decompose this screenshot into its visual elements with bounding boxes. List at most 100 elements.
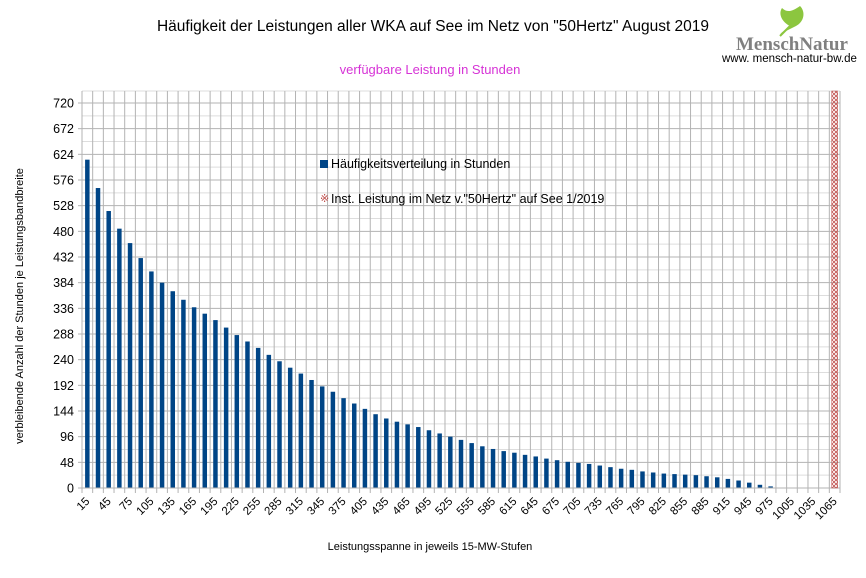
bar <box>640 471 645 488</box>
x-tick-label: 1065 <box>813 496 840 523</box>
bar <box>213 320 218 488</box>
y-tick-label: 384 <box>53 276 74 290</box>
bar <box>661 473 667 488</box>
bar <box>394 421 400 488</box>
legend-swatch-bar <box>320 160 328 168</box>
x-tick-label: 885 <box>690 496 712 518</box>
chart-subtitle: verfügbare Leistung in Stunden <box>339 62 521 77</box>
bar <box>117 228 122 488</box>
x-tick-label: 915 <box>711 496 733 518</box>
bars <box>85 159 773 489</box>
y-tick-label: 288 <box>53 328 74 342</box>
bar <box>384 418 389 488</box>
bar <box>736 480 741 488</box>
x-tick-label: 225 <box>220 496 242 518</box>
legend-swatch-crosshatch: ※ <box>320 192 330 205</box>
bar <box>362 408 368 488</box>
x-tick-label: 195 <box>199 496 221 518</box>
bar <box>501 451 506 488</box>
logo-url: www. mensch-natur-bw.de <box>722 53 857 65</box>
x-tick-label: 1035 <box>792 496 819 523</box>
x-axis-label: Leistungsspanne in jeweils 15-MW-Stufen <box>327 541 533 553</box>
y-tick-label: 432 <box>53 251 74 265</box>
bar <box>554 460 560 488</box>
bar <box>469 443 474 488</box>
x-axis: 15 45 75 105 135 165 195 225 255 285 315 345 375 405 4… <box>75 487 841 523</box>
bar <box>512 452 517 488</box>
x-tick-label: 945 <box>732 496 754 518</box>
legend-item-installed: ※ Inst. Leistung im Netz v."50Hertz" auf… <box>320 192 605 206</box>
bar <box>704 476 709 488</box>
bar <box>266 354 272 488</box>
bar <box>191 307 197 488</box>
logo-text: MenschNatur <box>736 34 848 55</box>
chart-title: Häufigkeit der Leistungen aller WKA auf … <box>156 18 710 35</box>
bar <box>725 478 731 488</box>
x-tick-label: 555 <box>455 496 477 518</box>
x-tick-label: 765 <box>604 496 626 518</box>
y-tick-label: 48 <box>60 456 74 470</box>
bar <box>181 299 186 488</box>
bar <box>672 474 677 488</box>
bar <box>597 465 603 488</box>
x-tick-label: 735 <box>583 496 605 518</box>
y-tick-label: 192 <box>53 379 74 393</box>
bar <box>565 461 571 488</box>
x-tick-label: 315 <box>284 496 306 518</box>
x-tick-label: 525 <box>433 496 455 518</box>
bar <box>747 482 752 488</box>
bar <box>426 430 432 488</box>
bar <box>373 414 378 488</box>
x-tick-label: 285 <box>263 496 285 518</box>
bar <box>106 211 111 488</box>
x-tick-label: 75 <box>118 496 136 514</box>
bar <box>234 335 240 488</box>
x-tick-label: 495 <box>412 496 434 518</box>
bar <box>330 391 336 488</box>
x-tick-label: 165 <box>177 496 199 518</box>
bar <box>693 475 699 488</box>
bar <box>127 243 133 488</box>
y-tick-label: 144 <box>53 405 74 419</box>
bar <box>544 458 549 488</box>
x-tick-label: 15 <box>75 496 93 514</box>
bar <box>522 454 528 488</box>
bar <box>277 361 282 488</box>
bar <box>245 341 250 488</box>
bar <box>298 373 304 488</box>
x-tick-label: 705 <box>562 496 584 518</box>
bar <box>341 398 346 488</box>
bar <box>309 379 314 488</box>
bar <box>138 258 143 488</box>
bar <box>714 477 720 488</box>
x-tick-label: 615 <box>497 496 519 518</box>
ginkgo-leaf-icon <box>779 6 804 37</box>
bar <box>437 433 442 488</box>
x-tick-label: 825 <box>647 496 669 518</box>
bar <box>95 188 101 489</box>
x-tick-label: 435 <box>369 496 391 518</box>
bar <box>405 424 410 488</box>
bar <box>480 446 485 488</box>
bar <box>255 347 261 488</box>
bar <box>458 439 464 488</box>
bar <box>490 448 496 488</box>
x-tick-label: 855 <box>668 496 690 518</box>
x-tick-label: 645 <box>519 496 541 518</box>
bar <box>287 367 293 488</box>
installed-capacity-bar <box>831 90 838 489</box>
x-tick-label: 135 <box>156 496 178 518</box>
x-tick-label: 345 <box>305 496 327 518</box>
bar <box>223 327 229 488</box>
bar <box>351 403 357 488</box>
y-tick-label: 0 <box>67 482 74 496</box>
x-tick-label: 795 <box>626 496 648 518</box>
bar <box>608 467 613 488</box>
installed-capacity-marker <box>831 90 838 489</box>
y-tick-label: 720 <box>53 97 74 111</box>
y-tick-label: 624 <box>53 148 74 162</box>
bar <box>768 486 773 488</box>
bar <box>586 463 592 488</box>
bar <box>448 436 453 488</box>
